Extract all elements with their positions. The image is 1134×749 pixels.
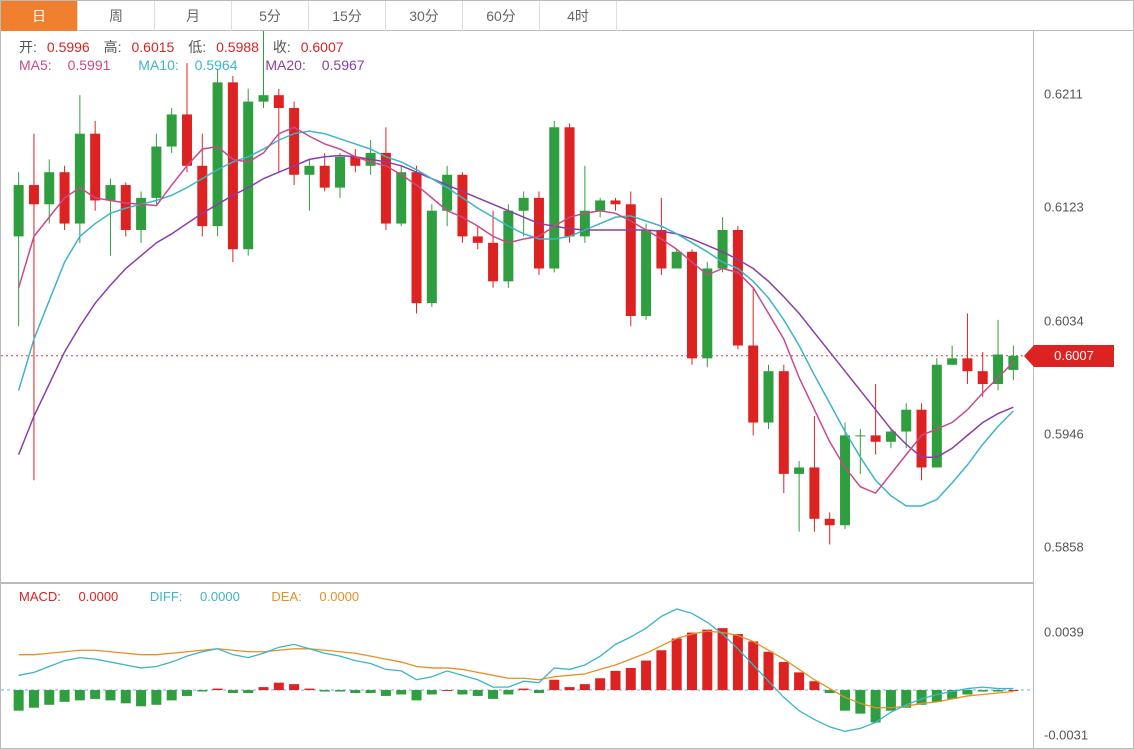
timeframe-tab[interactable]: 4时 (540, 1, 617, 31)
macd-tick: 0.0039 (1044, 624, 1084, 639)
candlestick-chart[interactable] (1, 31, 1034, 583)
main-chart-svg (1, 31, 1034, 583)
price-tick: 0.6034 (1044, 314, 1084, 329)
timeframe-tabs: 日周月5分15分30分60分4时 (1, 1, 1133, 31)
timeframe-tab[interactable]: 15分 (309, 1, 386, 31)
macd-chart[interactable] (1, 583, 1034, 748)
current-price-tag: 0.6007 (1034, 345, 1114, 367)
macd-tick: -0.0031 (1044, 727, 1088, 742)
chart-container: 日周月5分15分30分60分4时 开:0.5996 高:0.6015 低:0.5… (0, 0, 1134, 749)
timeframe-tab[interactable]: 60分 (463, 1, 540, 31)
price-axis: 0.5858 0.5946 0.6034 0.6123 0.6211 0.6007 (1034, 31, 1134, 583)
price-tick: 0.5858 (1044, 540, 1084, 555)
timeframe-tab[interactable]: 月 (155, 1, 232, 31)
macd-chart-svg (1, 584, 1034, 749)
timeframe-tab[interactable]: 5分 (232, 1, 309, 31)
price-tick: 0.5946 (1044, 427, 1084, 442)
price-tick: 0.6123 (1044, 199, 1084, 214)
timeframe-tab[interactable]: 日 (1, 1, 78, 31)
timeframe-tab[interactable]: 30分 (386, 1, 463, 31)
price-tick: 0.6211 (1044, 86, 1083, 101)
macd-axis: -0.0031 0.0039 (1034, 583, 1134, 748)
timeframe-tab[interactable]: 周 (78, 1, 155, 31)
